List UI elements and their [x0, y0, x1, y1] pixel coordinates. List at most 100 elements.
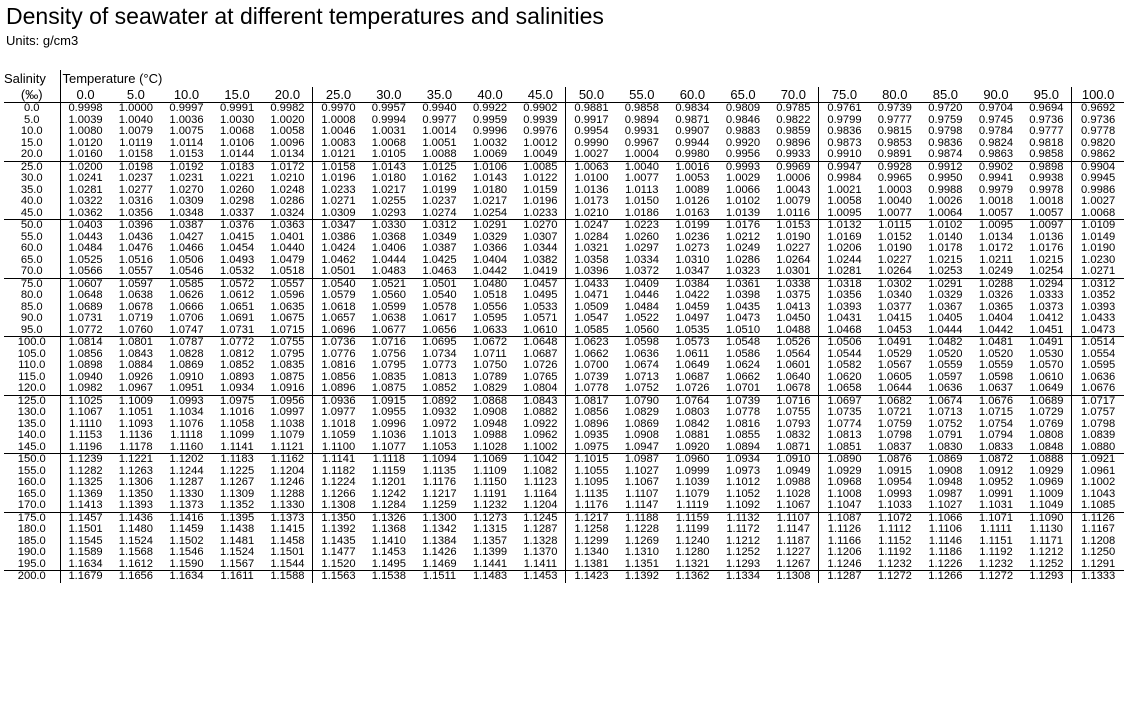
density-cell: 1.0872 — [978, 453, 1014, 465]
density-cell: 1.0040 — [624, 161, 659, 173]
density-cell: 1.0463 — [414, 266, 465, 279]
density-cell: 1.0967 — [110, 383, 162, 396]
density-cell: 1.0309 — [169, 196, 204, 207]
density-cell: 1.0597 — [928, 371, 963, 383]
density-cell: 1.1426 — [422, 547, 457, 558]
density-cell: 0.9720 — [928, 102, 963, 114]
density-cell: 1.1611 — [220, 570, 254, 582]
salinity-cell: 60.0 — [4, 243, 61, 255]
density-cell: 1.0791 — [928, 430, 963, 441]
density-cell: 1.0677 — [363, 324, 415, 337]
density-cell: 0.9939 — [523, 114, 558, 126]
salinity-cell: 90.0 — [4, 313, 61, 325]
density-cell: 1.0557 — [270, 278, 305, 290]
density-cell: 0.9853 — [877, 137, 912, 149]
density-cell: 1.0518 — [472, 290, 508, 301]
density-cell: 1.0717 — [1071, 395, 1124, 407]
density-cell: 0.9954 — [565, 126, 617, 138]
density-cell: 0.9863 — [970, 149, 1022, 162]
density-cell: 1.0132 — [818, 219, 870, 232]
temperature-column-header: 70.0 — [768, 87, 819, 103]
density-cell: 1.1438 — [219, 524, 255, 535]
page-title: Density of seawater at different tempera… — [6, 3, 604, 29]
density-cell: 1.0058 — [270, 126, 305, 137]
temperature-column-header: 5.0 — [110, 87, 162, 103]
density-cell: 0.9898 — [1029, 161, 1064, 173]
density-cell: 1.1334 — [725, 570, 761, 582]
density-cell: 1.0139 — [717, 207, 769, 220]
density-cell: 1.0158 — [110, 149, 162, 162]
density-cell: 1.0030 — [219, 114, 255, 126]
density-cell: 1.0948 — [472, 418, 508, 430]
density-cell: 1.0466 — [169, 243, 204, 254]
table-row: 40.0 1.0322 1.0316 1.0309 1.0298 1.0286 1.0271… — [4, 196, 1124, 208]
density-cell: 1.0271 — [312, 196, 364, 208]
density-cell: 1.1225 — [219, 465, 255, 477]
density-cell: 1.0190 — [877, 243, 912, 254]
density-cell: 1.0772 — [219, 336, 255, 348]
density-cell: 1.0069 — [464, 149, 516, 162]
density-cell: 1.0999 — [675, 465, 710, 477]
density-cell: 1.0972 — [422, 418, 457, 430]
density-cell: 1.0291 — [472, 219, 508, 231]
density-cell: 1.1656 — [118, 570, 153, 582]
density-cell: 1.1051 — [118, 407, 153, 418]
density-cell: 1.0253 — [920, 266, 971, 279]
salinity-cell: 165.0 — [4, 488, 61, 500]
density-cell: 1.0479 — [270, 254, 305, 266]
density-cell: 1.1227 — [776, 547, 811, 558]
density-cell: 1.0190 — [1071, 243, 1124, 255]
density-cell: 1.0975 — [565, 441, 617, 454]
density-cell: 1.0443 — [68, 231, 103, 243]
density-cell: 1.0597 — [118, 278, 153, 290]
table-row: 195.0 1.1634 1.1612 1.1590 1.1567 1.1544 1.152… — [4, 558, 1124, 571]
density-cell: 1.0488 — [768, 324, 819, 337]
density-cell: 1.0638 — [371, 313, 406, 324]
table-row: 20.0 1.0160 1.0158 1.0153 1.0144 1.0134 1.0121… — [4, 149, 1124, 162]
density-cell: 1.0424 — [312, 243, 364, 255]
density-cell: 1.0662 — [725, 371, 761, 383]
temperature-column-header: 75.0 — [818, 87, 870, 103]
density-cell: 1.0442 — [970, 324, 1022, 337]
density-cell: 1.1082 — [523, 465, 558, 477]
density-cell: 1.0719 — [118, 313, 153, 324]
density-cell: 1.1267 — [219, 477, 255, 488]
density-cell: 1.0121 — [312, 149, 364, 162]
density-cell: 1.0079 — [776, 196, 811, 207]
density-cell: 1.0106 — [472, 161, 508, 173]
density-cell: 1.1458 — [270, 535, 305, 547]
density-cell: 1.1501 — [68, 524, 103, 535]
density-cell: 1.0150 — [624, 196, 659, 207]
density-cell: 1.0731 — [211, 324, 263, 337]
density-cell: 1.0387 — [422, 243, 457, 254]
density-cell: 1.1246 — [270, 477, 305, 488]
density-cell: 1.1099 — [219, 430, 255, 441]
density-cell: 1.0567 — [877, 360, 912, 371]
density-cell: 0.9778 — [1071, 126, 1124, 138]
density-cell: 0.9982 — [270, 102, 305, 114]
density-cell: 0.9798 — [928, 126, 963, 137]
density-cell: 1.0875 — [363, 383, 415, 396]
density-cell: 1.1090 — [1029, 512, 1064, 524]
density-cell: 0.9986 — [1071, 184, 1124, 196]
density-cell: 1.1287 — [523, 524, 558, 535]
density-cell: 1.0816 — [312, 360, 364, 372]
density-cell: 1.1171 — [1029, 535, 1064, 547]
density-cell: 1.0126 — [675, 196, 710, 207]
density-cell: 1.0302 — [877, 278, 912, 290]
density-cell: 1.0281 — [818, 266, 870, 279]
density-cell: 1.1008 — [818, 488, 870, 500]
table-row: 190.0 1.1589 1.1568 1.1546 1.1524 1.1501 1.147… — [4, 547, 1124, 559]
density-cell: 1.0006 — [776, 173, 811, 184]
density-cell: 1.0869 — [928, 453, 963, 465]
density-cell: 0.9736 — [1071, 114, 1124, 126]
density-cell: 1.1067 — [768, 500, 819, 513]
density-cell: 1.0000 — [118, 102, 153, 114]
density-cell: 1.1410 — [371, 535, 406, 547]
density-cell: 0.9978 — [1029, 184, 1064, 196]
density-cell: 1.0787 — [169, 336, 204, 348]
density-cell: 1.1152 — [878, 535, 912, 547]
density-cell: 1.1067 — [68, 407, 103, 418]
density-cell: 1.0578 — [422, 301, 457, 313]
density-cell: 1.0955 — [371, 407, 406, 418]
